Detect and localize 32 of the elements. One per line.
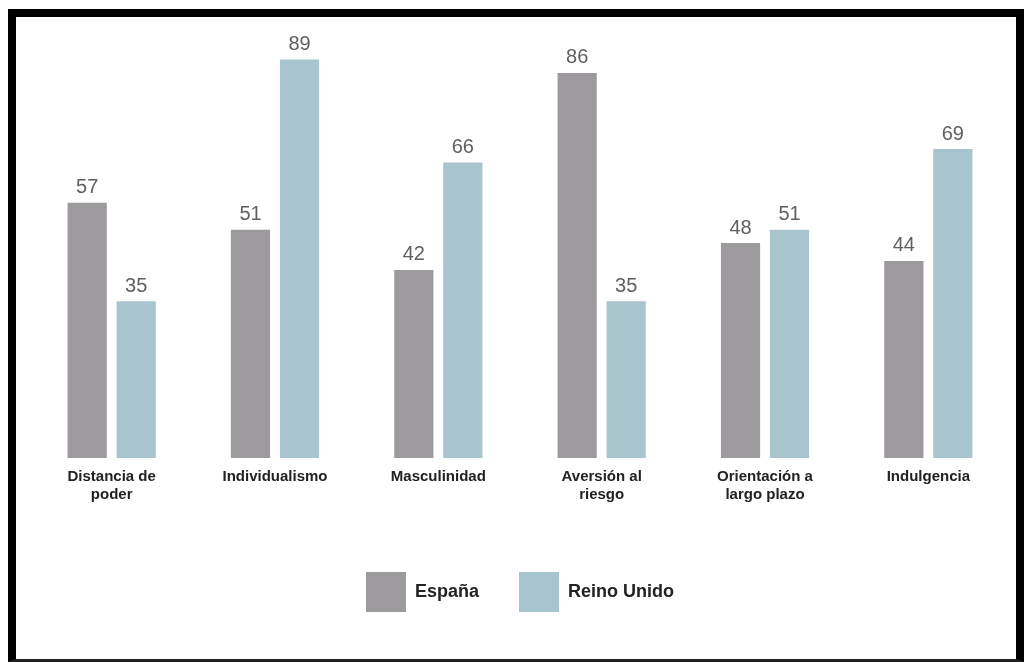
x-tick-label: Distancia de poder bbox=[67, 467, 156, 503]
bar bbox=[933, 149, 973, 458]
x-tick-label: Indulgencia bbox=[886, 467, 971, 485]
legend-label: España bbox=[414, 580, 481, 601]
data-label: 89 bbox=[288, 31, 311, 54]
data-label: 69 bbox=[941, 121, 964, 144]
bar bbox=[67, 202, 107, 458]
bar bbox=[230, 229, 271, 458]
bar bbox=[116, 301, 156, 458]
x-tick-label: Masculinidad bbox=[390, 467, 486, 485]
bar bbox=[720, 243, 761, 458]
bar bbox=[443, 162, 483, 458]
legend-label: Reino Unido bbox=[568, 580, 675, 601]
data-label: 48 bbox=[729, 215, 752, 238]
x-tick-label: Individualismo bbox=[222, 467, 328, 485]
data-label: 35 bbox=[615, 273, 638, 296]
data-label: 86 bbox=[566, 45, 589, 68]
x-tick-label: Orientación a largo plazo bbox=[717, 467, 814, 503]
bar bbox=[394, 269, 434, 458]
x-tick-label: Aversión al riesgo bbox=[561, 467, 642, 503]
data-label: 66 bbox=[451, 134, 474, 157]
bar bbox=[606, 301, 646, 458]
bar bbox=[557, 72, 597, 458]
bar bbox=[279, 59, 320, 458]
data-label: 57 bbox=[76, 175, 99, 198]
data-label: 51 bbox=[778, 202, 801, 225]
data-label: 42 bbox=[402, 242, 425, 265]
data-label: 51 bbox=[239, 202, 262, 225]
data-label: 44 bbox=[892, 233, 915, 256]
data-label: 35 bbox=[125, 273, 148, 296]
bar bbox=[769, 229, 810, 458]
bar bbox=[884, 260, 924, 458]
